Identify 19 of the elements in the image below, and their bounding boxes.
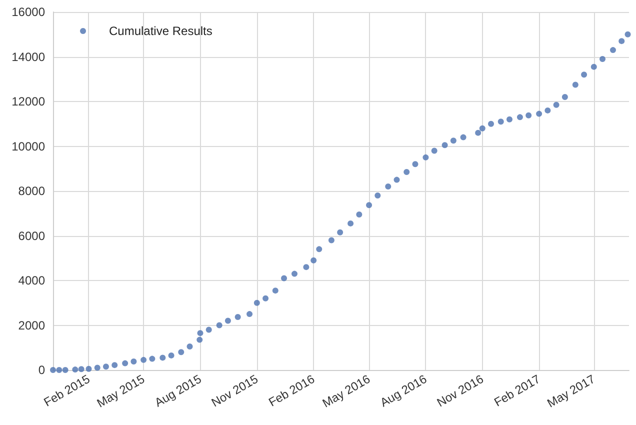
y-tick-label: 12000 bbox=[12, 94, 46, 108]
x-tick-label: Aug 2016 bbox=[378, 372, 430, 410]
y-tick-label: 8000 bbox=[18, 184, 46, 198]
x-tick-label: May 2017 bbox=[544, 372, 598, 410]
x-tick-label: Nov 2015 bbox=[208, 372, 261, 410]
x-tick-label: May 2016 bbox=[320, 372, 373, 410]
y-tick-label: 2000 bbox=[18, 318, 46, 332]
y-tick-label: 10000 bbox=[12, 139, 46, 154]
x-tick-label: Aug 2015 bbox=[152, 372, 204, 410]
y-tick-label: 4000 bbox=[18, 274, 46, 288]
x-tick-label: Nov 2016 bbox=[434, 372, 486, 410]
x-tick-label: May 2015 bbox=[94, 372, 148, 410]
y-tick-label: 14000 bbox=[12, 50, 46, 64]
legend-label: Cumulative Results bbox=[109, 24, 212, 38]
y-tick-label: 6000 bbox=[18, 228, 46, 243]
x-tick-label: Feb 2016 bbox=[266, 372, 318, 410]
y-tick-label: 16000 bbox=[12, 5, 46, 19]
y-tick-label: 0 bbox=[38, 363, 46, 377]
x-tick-label: Feb 2017 bbox=[492, 372, 543, 410]
